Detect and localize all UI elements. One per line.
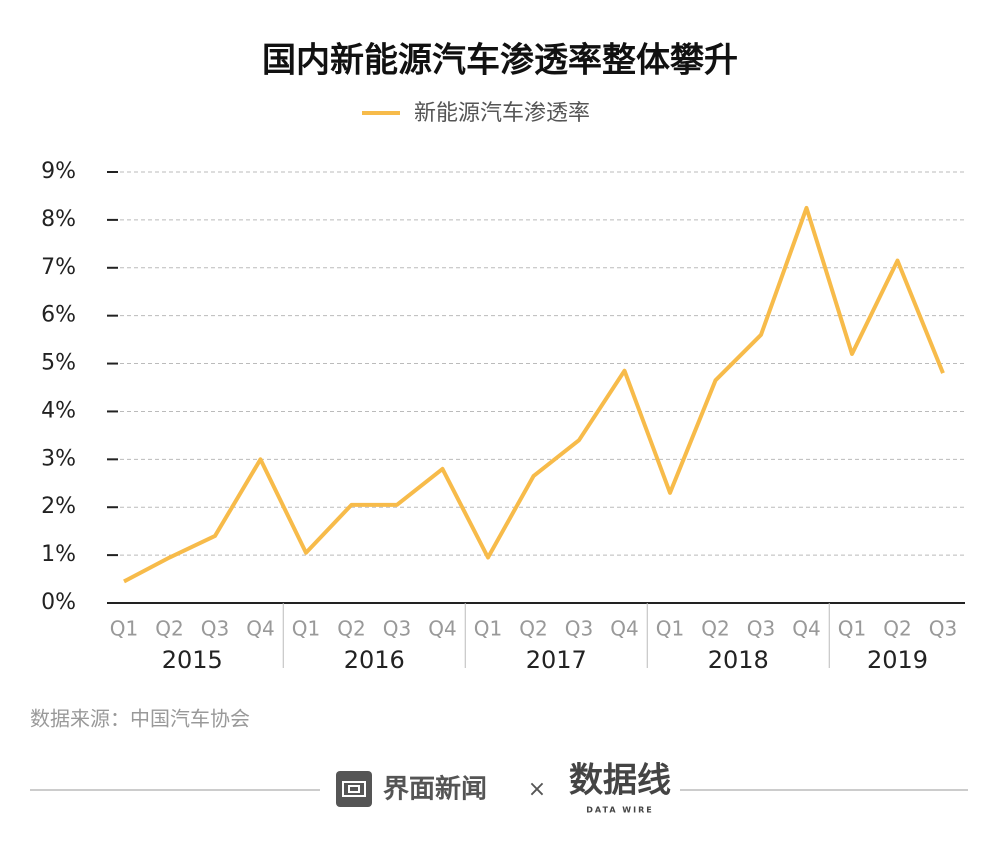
x-tick-label: Q3 bbox=[929, 617, 957, 641]
y-tick-label: 6% bbox=[41, 303, 76, 328]
x-tick-label: Q1 bbox=[656, 617, 684, 641]
times-sign: × bbox=[528, 777, 546, 802]
x-tick-label: Q2 bbox=[883, 617, 911, 641]
brand-icon bbox=[336, 771, 372, 807]
x-tick-label: Q3 bbox=[383, 617, 411, 641]
y-tick-label: 1% bbox=[41, 542, 76, 567]
y-tick-label: 3% bbox=[41, 446, 76, 471]
x-tick-label: Q4 bbox=[610, 617, 638, 641]
legend-label: 新能源汽车渗透率 bbox=[414, 101, 590, 126]
x-tick-label: Q2 bbox=[519, 617, 547, 641]
series-line bbox=[123, 205, 945, 584]
y-tick-label: 2% bbox=[41, 494, 76, 519]
x-tick-label: Q1 bbox=[110, 617, 138, 641]
x-tick-label: Q1 bbox=[838, 617, 866, 641]
x-group-label: 2019 bbox=[867, 646, 928, 674]
x-group-label: 2018 bbox=[708, 646, 769, 674]
logo: 数据线 bbox=[569, 761, 671, 801]
logo-sub: DATA WIRE bbox=[586, 806, 653, 815]
x-tick-label: Q3 bbox=[747, 617, 775, 641]
y-tick-label: 5% bbox=[41, 351, 76, 376]
x-tick-label: Q1 bbox=[474, 617, 502, 641]
x-group-label: 2015 bbox=[162, 646, 223, 674]
x-tick-label: Q3 bbox=[201, 617, 229, 641]
x-group-label: 2017 bbox=[526, 646, 587, 674]
x-tick-label: Q2 bbox=[701, 617, 729, 641]
x-tick-label: Q1 bbox=[292, 617, 320, 641]
y-tick-label: 4% bbox=[41, 398, 76, 423]
x-tick-label: Q4 bbox=[792, 617, 820, 641]
x-group-label: 2016 bbox=[344, 646, 405, 674]
brand-icon-mark bbox=[342, 781, 366, 797]
y-tick-label: 8% bbox=[41, 207, 76, 232]
y-tick-label: 7% bbox=[41, 255, 76, 280]
y-tick-label: 0% bbox=[41, 590, 76, 615]
source-note: 数据来源：中国汽车协会 bbox=[30, 707, 250, 731]
chart-title: 国内新能源汽车渗透率整体攀升 bbox=[262, 41, 738, 81]
y-tick-label: 9% bbox=[41, 159, 76, 184]
x-tick-label: Q3 bbox=[565, 617, 593, 641]
x-tick-label: Q2 bbox=[155, 617, 183, 641]
brand-name: 界面新闻 bbox=[383, 774, 487, 805]
x-tick-label: Q4 bbox=[428, 617, 456, 641]
x-tick-label: Q2 bbox=[337, 617, 365, 641]
x-tick-label: Q4 bbox=[246, 617, 274, 641]
